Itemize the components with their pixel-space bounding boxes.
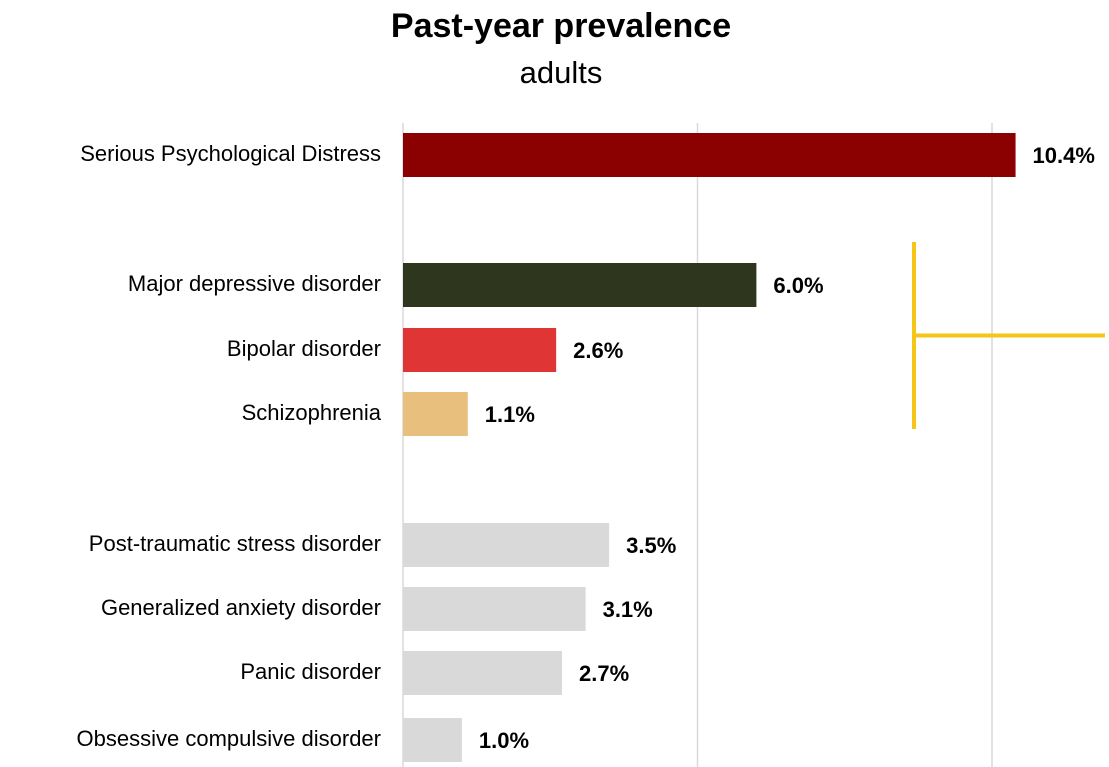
bar-panic-disorder bbox=[403, 651, 563, 695]
bar-obsessive-compulsive-disorder bbox=[403, 718, 462, 762]
category-label-major-depressive-disorder: Major depressive disorder bbox=[128, 271, 381, 296]
value-label-post-traumatic-stress-disorder: 3.5% bbox=[626, 533, 676, 558]
bar-bipolar-disorder bbox=[403, 328, 557, 372]
value-label-obsessive-compulsive-disorder: 1.0% bbox=[479, 728, 529, 753]
value-label-bipolar-disorder: 2.6% bbox=[573, 338, 623, 363]
value-label-major-depressive-disorder: 6.0% bbox=[773, 273, 823, 298]
value-label-schizophrenia: 1.1% bbox=[485, 402, 535, 427]
bar-post-traumatic-stress-disorder bbox=[403, 523, 610, 567]
value-label-panic-disorder: 2.7% bbox=[579, 661, 629, 686]
bracket-annotation bbox=[912, 242, 1105, 429]
category-label-panic-disorder: Panic disorder bbox=[240, 659, 381, 684]
chart-subtitle: adults bbox=[520, 55, 603, 90]
bars bbox=[403, 133, 1016, 762]
value-label-generalized-anxiety-disorder: 3.1% bbox=[603, 597, 653, 622]
value-label-serious-psychological-distress: 10.4% bbox=[1033, 143, 1095, 168]
category-label-generalized-anxiety-disorder: Generalized anxiety disorder bbox=[101, 595, 381, 620]
category-label-serious-psychological-distress: Serious Psychological Distress bbox=[80, 141, 381, 166]
category-label-post-traumatic-stress-disorder: Post-traumatic stress disorder bbox=[89, 531, 381, 556]
category-label-schizophrenia: Schizophrenia bbox=[242, 400, 382, 425]
category-label-obsessive-compulsive-disorder: Obsessive compulsive disorder bbox=[77, 726, 381, 751]
bar-schizophrenia bbox=[403, 392, 468, 436]
bar-serious-psychological-distress bbox=[403, 133, 1016, 177]
labels: Serious Psychological Distress 10.4% Major… bbox=[77, 141, 1095, 753]
category-label-bipolar-disorder: Bipolar disorder bbox=[227, 336, 381, 361]
bar-generalized-anxiety-disorder bbox=[403, 587, 586, 631]
bar-major-depressive-disorder bbox=[403, 263, 757, 307]
chart-title: Past-year prevalence bbox=[391, 7, 731, 45]
